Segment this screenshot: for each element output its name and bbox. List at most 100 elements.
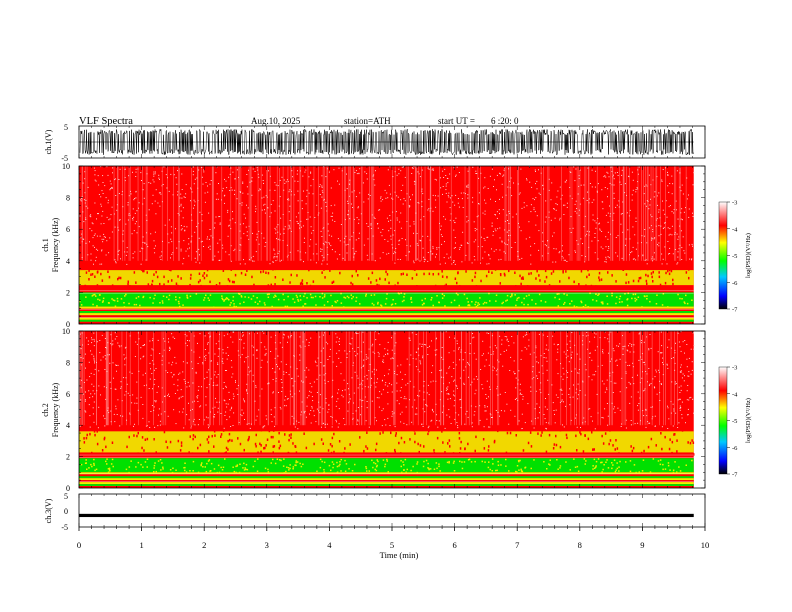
noise-speck (130, 193, 132, 195)
noise-speck (568, 394, 570, 395)
sferic-streak (623, 166, 625, 261)
sferic-streak (406, 166, 408, 261)
noise-speck (80, 237, 82, 239)
noise-speck (466, 242, 468, 244)
band-speck (384, 465, 386, 468)
band-speck (304, 303, 306, 305)
noise-speck (390, 235, 392, 237)
noise-speck (242, 182, 244, 184)
noise-speck (170, 173, 172, 175)
noise-speck (436, 253, 437, 255)
noise-speck (168, 341, 169, 343)
noise-speck (123, 377, 124, 379)
noise-speck (592, 374, 594, 376)
band-speck (474, 271, 477, 275)
band-speck (517, 459, 520, 462)
noise-speck (682, 373, 684, 375)
noise-speck (475, 239, 477, 241)
noise-speck (274, 189, 276, 191)
sferic-streak (418, 166, 420, 261)
noise-speck (144, 344, 145, 345)
band-speck (373, 285, 375, 289)
band-speck (433, 468, 436, 470)
band-speck (428, 468, 430, 471)
noise-speck (673, 410, 675, 412)
x-tick-label: 4 (327, 540, 332, 550)
noise-speck (243, 412, 245, 414)
noise-speck (312, 253, 314, 255)
noise-speck (88, 404, 90, 406)
noise-speck (245, 357, 247, 359)
noise-speck (621, 213, 623, 214)
noise-speck (392, 176, 394, 178)
noise-speck (473, 336, 475, 338)
band-speck (373, 304, 375, 306)
sferic-streak (566, 331, 567, 426)
noise-speck (436, 179, 437, 181)
band-speck (631, 449, 634, 453)
noise-speck (498, 259, 500, 261)
noise-speck (395, 211, 397, 213)
noise-speck (582, 243, 583, 245)
noise-speck (283, 334, 285, 336)
sferic-streak (361, 166, 363, 261)
noise-speck (100, 359, 102, 361)
sferic-streak (443, 331, 445, 426)
noise-speck (208, 425, 210, 427)
sferic-streak (121, 331, 123, 426)
band-speck (180, 277, 182, 280)
noise-speck (153, 369, 155, 371)
noise-speck (355, 239, 357, 241)
noise-speck (323, 334, 324, 336)
band-speck (93, 458, 95, 461)
sferic-streak (643, 166, 644, 261)
noise-speck (657, 351, 659, 353)
noise-speck (301, 226, 302, 228)
noise-speck (127, 202, 129, 204)
noise-speck (270, 351, 272, 352)
noise-speck (131, 372, 133, 374)
sferic-streak (685, 166, 687, 261)
band-speck (687, 441, 689, 444)
noise-speck (507, 186, 509, 188)
noise-speck (214, 374, 216, 376)
noise-speck (194, 201, 196, 203)
noise-speck (445, 175, 447, 176)
band-speck (332, 463, 335, 465)
noise-speck (141, 247, 143, 249)
noise-speck (422, 357, 424, 359)
band-speck (287, 285, 289, 289)
noise-speck (575, 200, 577, 202)
band-speck (339, 461, 341, 463)
noise-speck (372, 175, 374, 177)
band-speck (552, 270, 555, 273)
noise-speck (428, 425, 430, 427)
band-speck (297, 298, 299, 301)
band-speck (398, 441, 400, 445)
noise-speck (446, 414, 448, 416)
noise-speck (689, 258, 691, 260)
noise-speck (377, 227, 379, 229)
noise-speck (267, 361, 269, 363)
band-speck (655, 444, 657, 447)
noise-speck (233, 250, 235, 252)
band-speck (283, 458, 285, 460)
noise-speck (366, 254, 368, 256)
band-speck (646, 298, 648, 300)
noise-speck (454, 337, 456, 339)
band-speck (375, 279, 378, 282)
noise-speck (248, 169, 249, 171)
noise-speck (206, 376, 208, 378)
noise-speck (514, 415, 516, 417)
band-speck (400, 452, 402, 455)
noise-speck (209, 248, 211, 250)
noise-speck (333, 169, 335, 171)
noise-speck (538, 169, 539, 171)
band-speck (287, 295, 289, 298)
noise-speck (469, 343, 471, 345)
band-speck (453, 460, 455, 463)
noise-speck (231, 189, 233, 191)
noise-speck (327, 230, 329, 232)
noise-speck (651, 237, 653, 239)
noise-speck (274, 182, 276, 184)
